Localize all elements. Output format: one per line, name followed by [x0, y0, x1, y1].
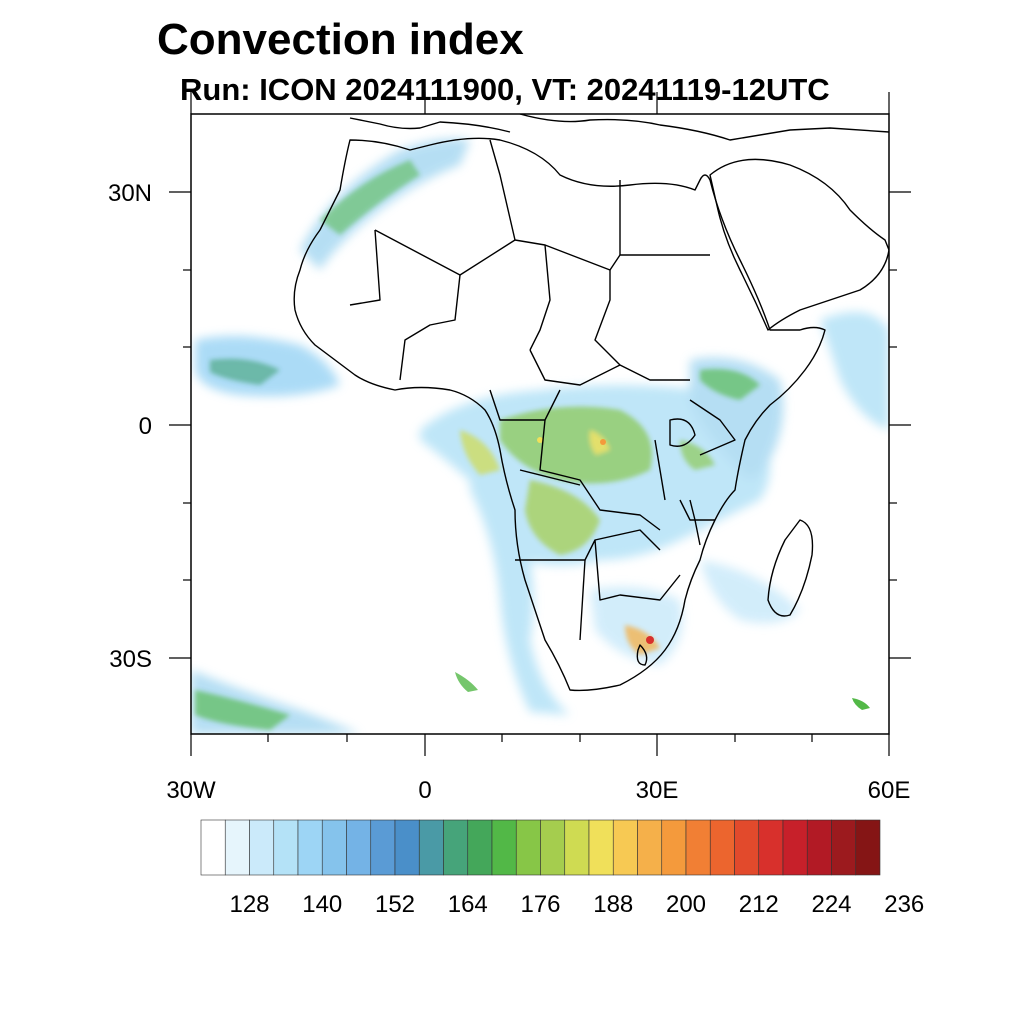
- lon-label-30e: 30E: [636, 777, 679, 804]
- lon-label-30w: 30W: [166, 777, 216, 804]
- lat-label-30s: 30S: [109, 646, 152, 673]
- lat-label-30n: 30N: [108, 180, 152, 207]
- colorbar-label: 164: [448, 891, 488, 918]
- colorbar: [200, 819, 881, 876]
- lon-label-0: 0: [418, 777, 431, 804]
- colorbar-box: [540, 819, 566, 876]
- colorbar-box: [467, 819, 493, 876]
- chart-title: Convection index: [157, 15, 524, 64]
- colorbar-box: [394, 819, 420, 876]
- colorbar-box: [200, 819, 226, 876]
- colorbar-box: [418, 819, 444, 876]
- convection-field: [191, 138, 889, 734]
- colorbar-label: 212: [739, 891, 779, 918]
- colorbar-box: [831, 819, 857, 876]
- colorbar-box: [588, 819, 614, 876]
- colorbar-box: [321, 819, 347, 876]
- colorbar-box: [685, 819, 711, 876]
- colorbar-label: 188: [593, 891, 633, 918]
- colorbar-label: 176: [520, 891, 560, 918]
- colorbar-box: [443, 819, 469, 876]
- colorbar-box: [806, 819, 832, 876]
- colorbar-box: [297, 819, 323, 876]
- colorbar-label: 140: [302, 891, 342, 918]
- colorbar-box: [855, 819, 881, 876]
- plot-frame: [190, 113, 890, 735]
- colorbar-label: 224: [811, 891, 851, 918]
- colorbar-box: [734, 819, 760, 876]
- colorbar-box: [249, 819, 275, 876]
- colorbar-label: 236: [884, 891, 924, 918]
- colorbar-box: [370, 819, 396, 876]
- chart-subtitle: Run: ICON 2024111900, VT: 20241119-12UTC: [180, 72, 830, 107]
- colorbar-box: [661, 819, 687, 876]
- lat-label-0: 0: [139, 413, 152, 440]
- colorbar-label: 128: [229, 891, 269, 918]
- colorbar-label: 200: [666, 891, 706, 918]
- colorbar-box: [637, 819, 663, 876]
- colorbar-box: [346, 819, 372, 876]
- colorbar-box: [709, 819, 735, 876]
- colorbar-box: [224, 819, 250, 876]
- colorbar-box: [564, 819, 590, 876]
- colorbar-box: [612, 819, 638, 876]
- colorbar-box: [515, 819, 541, 876]
- colorbar-labels: 128 140 152 164 176 188 200 212 224 236: [229, 891, 924, 918]
- axis-ticks: [169, 92, 911, 756]
- colorbar-box: [782, 819, 808, 876]
- lon-label-60e: 60E: [868, 777, 911, 804]
- colorbar-box: [491, 819, 517, 876]
- coastlines: [293, 114, 889, 692]
- colorbar-box: [758, 819, 784, 876]
- colorbar-label: 152: [375, 891, 415, 918]
- colorbar-box: [273, 819, 299, 876]
